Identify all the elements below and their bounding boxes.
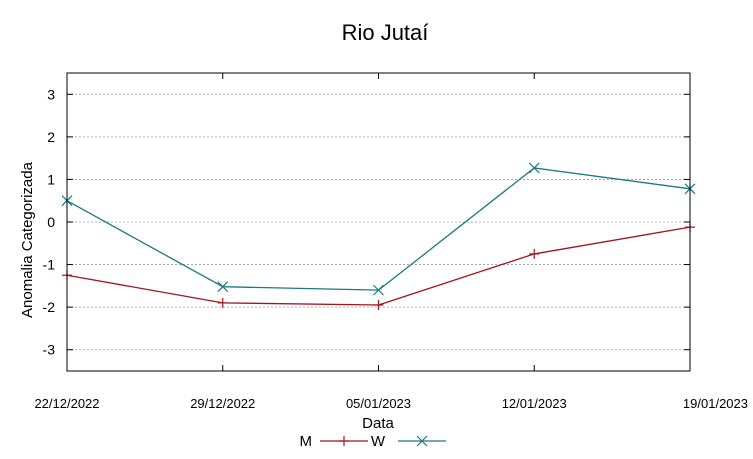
plot-frame — [66, 72, 691, 372]
y-tick-label: -2 — [43, 299, 56, 315]
data-point — [217, 297, 228, 308]
y-tick-label: -1 — [43, 257, 56, 273]
data-point — [529, 248, 540, 259]
x-tick-label: 05/01/2023 — [346, 396, 411, 411]
legend-item-m: M — [300, 433, 368, 450]
legend-item-w: W — [371, 433, 446, 450]
legend-marker — [416, 435, 428, 447]
grid-lines — [67, 93, 690, 351]
y-tick-label: 0 — [47, 214, 55, 230]
y-tick-label: 1 — [47, 171, 55, 187]
series-line — [66, 226, 691, 306]
y-axis-label: Anomalia Categorizada — [19, 161, 36, 318]
x-axis-label: Data — [362, 415, 394, 432]
data-point — [373, 300, 384, 311]
legend-marker — [339, 436, 349, 446]
x-tick-label: 22/12/2022 — [34, 396, 99, 411]
x-tick-label: 19/01/2023 — [683, 396, 748, 411]
x-axis-ticks: 22/12/2022 29/12/2022 05/01/2023 12/01/2023… — [34, 73, 748, 411]
y-tick-label: 3 — [47, 86, 55, 102]
series-m — [62, 222, 695, 311]
series-w — [61, 162, 696, 296]
y-tick-label: -3 — [43, 342, 56, 358]
legend-label: M — [300, 433, 313, 450]
legend-label: W — [371, 433, 386, 450]
series-layer — [61, 162, 696, 311]
series-line — [66, 167, 691, 291]
x-tick-label: 29/12/2022 — [190, 396, 255, 411]
data-point — [373, 284, 384, 296]
chart-title: Rio Jutaí — [342, 20, 429, 45]
data-point — [217, 281, 229, 293]
y-axis-ticks: 3 2 1 0 -1 -2 -3 — [43, 86, 690, 358]
x-tick-label: 12/01/2023 — [502, 396, 567, 411]
y-tick-label: 2 — [47, 129, 55, 145]
data-point — [528, 162, 540, 174]
